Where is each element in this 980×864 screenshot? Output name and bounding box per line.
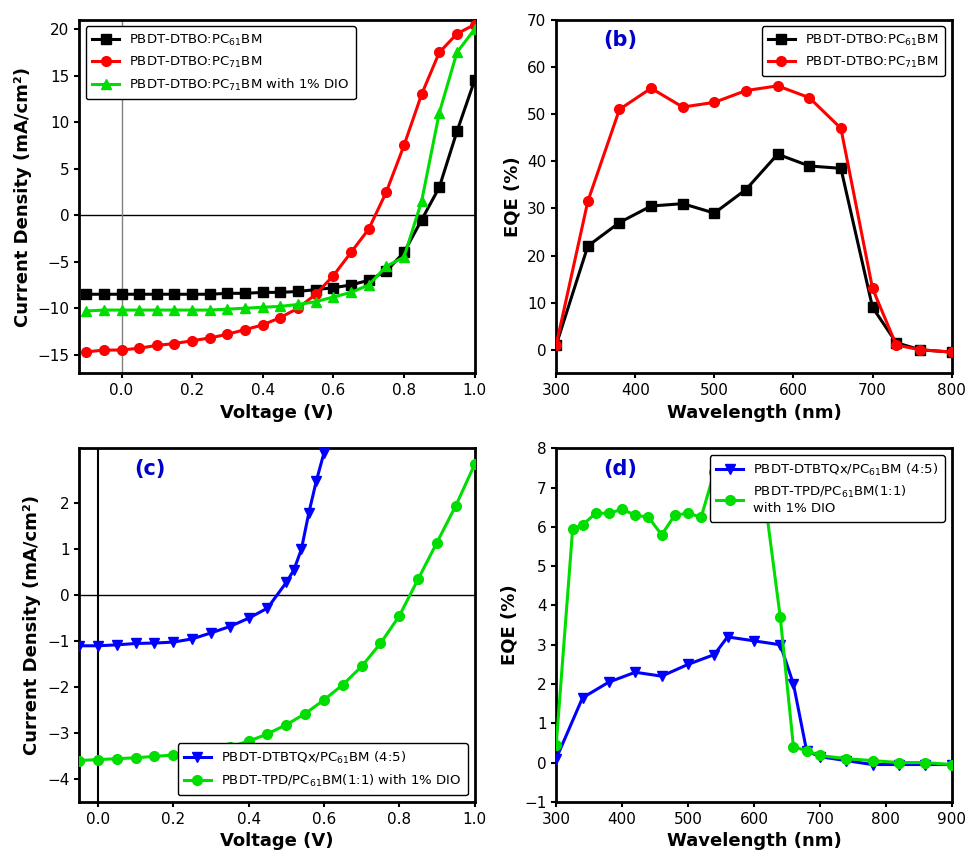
Text: (c): (c) [134,459,166,479]
Legend: PBDT-DTBO:PC$_{61}$BM, PBDT-DTBO:PC$_{71}$BM: PBDT-DTBO:PC$_{61}$BM, PBDT-DTBO:PC$_{71… [761,27,945,77]
Text: (d): (d) [604,459,638,479]
Legend: PBDT-DTBTQx/PC$_{61}$BM (4:5), PBDT-TPD/PC$_{61}$BM(1:1) with 1% DIO: PBDT-DTBTQx/PC$_{61}$BM (4:5), PBDT-TPD/… [177,743,468,795]
Y-axis label: Current Density (mA/cm²): Current Density (mA/cm²) [24,495,41,755]
X-axis label: Wavelength (nm): Wavelength (nm) [666,403,841,422]
Text: (b): (b) [604,30,638,50]
Y-axis label: EQE (%): EQE (%) [504,156,521,237]
X-axis label: Wavelength (nm): Wavelength (nm) [666,832,841,850]
Y-axis label: EQE (%): EQE (%) [501,585,518,665]
Text: (a): (a) [198,30,231,50]
Legend: PBDT-DTBTQx/PC$_{61}$BM (4:5), PBDT-TPD/PC$_{61}$BM(1:1)
with 1% DIO: PBDT-DTBTQx/PC$_{61}$BM (4:5), PBDT-TPD/… [710,455,945,522]
Y-axis label: Current Density (mA/cm²): Current Density (mA/cm²) [14,67,32,327]
X-axis label: Voltage (V): Voltage (V) [220,403,333,422]
X-axis label: Voltage (V): Voltage (V) [220,832,333,850]
Legend: PBDT-DTBO:PC$_{61}$BM, PBDT-DTBO:PC$_{71}$BM, PBDT-DTBO:PC$_{71}$BM with 1% DIO: PBDT-DTBO:PC$_{61}$BM, PBDT-DTBO:PC$_{71… [86,27,356,99]
